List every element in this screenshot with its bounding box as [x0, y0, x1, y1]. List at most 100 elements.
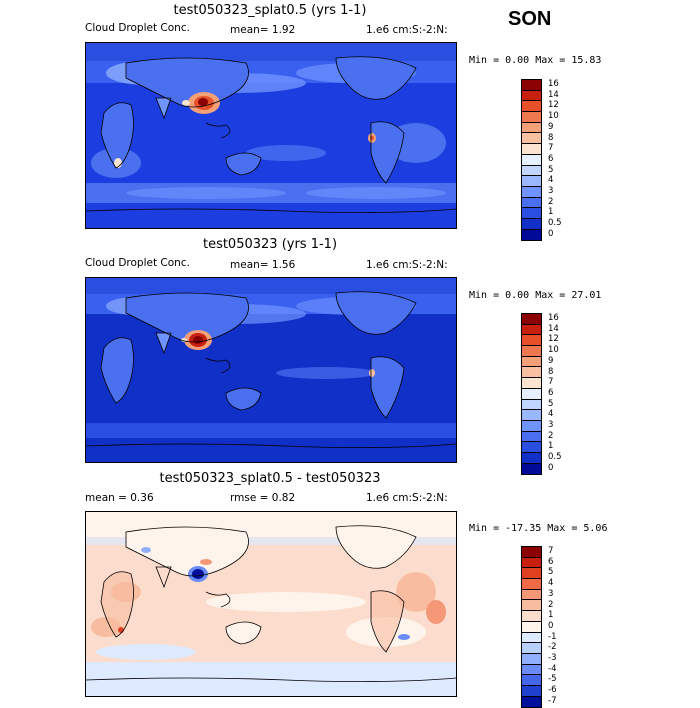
colorbar-tick-label: 4 [548, 578, 554, 589]
colorbar-tick-label: 7 [548, 546, 554, 556]
colorbar-swatch [522, 399, 541, 411]
colorbar-tick-label: 0 [548, 620, 554, 631]
colorbar-tick-label: 16 [548, 79, 559, 89]
colorbar-swatch [522, 133, 541, 145]
colorbar-swatch [522, 452, 541, 464]
colorbar-swatch [522, 367, 541, 379]
colorbar-swatch [522, 589, 541, 601]
colorbar-swatch [522, 621, 541, 633]
colorbar-swatch [522, 600, 541, 612]
colorbar-swatch [522, 410, 541, 421]
colorbar-swatch [522, 378, 541, 389]
colorbar-swatch [522, 442, 541, 453]
colorbar-swatch [522, 176, 541, 187]
panel-2-variable-label: Cloud Droplet Conc. [85, 257, 190, 269]
colorbar-tick-label: 5 [548, 567, 554, 578]
colorbar-tick-label: 10 [548, 345, 559, 356]
colorbar-swatch [522, 356, 541, 368]
colorbar-swatch [522, 112, 541, 123]
panel-2-minmax: Min = 0.00 Max = 27.01 [469, 290, 602, 301]
panel-3-map [85, 511, 457, 697]
colorbar-tick-label: 7 [548, 377, 554, 388]
colorbar-swatch [522, 122, 541, 134]
colorbar-swatch [522, 463, 541, 475]
colorbar-swatch [522, 388, 541, 400]
colorbar-tick-label: 1 [548, 441, 554, 452]
colorbar-tick-label: -3 [548, 653, 557, 663]
colorbar-tick-label: 10 [548, 111, 559, 122]
panel-3-rmse-label: rmse = 0.82 [230, 492, 296, 504]
colorbar-swatch [522, 653, 541, 665]
colorbar-tick-label: 6 [548, 153, 554, 164]
panel-3-colorbar [521, 546, 542, 708]
colorbar-tick-label: 12 [548, 100, 559, 111]
colorbar-swatch [522, 335, 541, 347]
panel-2-mean-label: mean= 1.56 [230, 259, 296, 271]
colorbar-tick-label: 9 [548, 121, 554, 132]
colorbar-tick-label: 0.5 [548, 218, 562, 229]
panel-1-minmax: Min = 0.00 Max = 15.83 [469, 55, 602, 66]
panel-1-map [85, 42, 457, 229]
colorbar-swatch [522, 557, 541, 569]
colorbar-tick-label: 8 [548, 132, 554, 143]
colorbar-swatch [522, 324, 541, 336]
colorbar-tick-label: 6 [548, 556, 554, 567]
colorbar-swatch [522, 643, 541, 654]
colorbar-tick-label: -4 [548, 663, 557, 674]
panel-2-map [85, 277, 457, 463]
colorbar-tick-label: -1 [548, 631, 557, 642]
colorbar-swatch [522, 80, 541, 91]
colorbar-swatch [522, 685, 541, 697]
colorbar-swatch [522, 611, 541, 622]
colorbar-tick-label: 6 [548, 387, 554, 398]
season-label: SON [508, 8, 552, 30]
colorbar-swatch [522, 101, 541, 113]
colorbar-tick-label: 4 [548, 175, 554, 186]
colorbar-tick-label: 14 [548, 323, 559, 334]
panel-1-units-label: 1.e6 cm:S:-2:N: [366, 24, 448, 36]
colorbar-swatch [522, 664, 541, 676]
colorbar-swatch [522, 568, 541, 580]
colorbar-swatch [522, 144, 541, 155]
panel-2-colorbar [521, 313, 542, 476]
colorbar-swatch [522, 547, 541, 558]
colorbar-tick-label: 8 [548, 366, 554, 377]
colorbar-tick-label: -5 [548, 674, 557, 685]
colorbar-tick-label: -6 [548, 685, 557, 696]
panel-1-mean-label: mean= 1.92 [230, 24, 296, 36]
panel-3-units-label: 1.e6 cm:S:-2:N: [366, 492, 448, 504]
colorbar-tick-label: 0 [548, 228, 554, 239]
colorbar-swatch [522, 197, 541, 209]
colorbar-swatch [522, 632, 541, 644]
colorbar-tick-label: 3 [548, 588, 554, 599]
colorbar-tick-label: 14 [548, 89, 559, 100]
panel-1-colorbar [521, 79, 542, 242]
colorbar-swatch [522, 579, 541, 590]
colorbar-swatch [522, 420, 541, 432]
colorbar-tick-label: 2 [548, 430, 554, 441]
colorbar-tick-label: 4 [548, 409, 554, 420]
colorbar-swatch [522, 431, 541, 443]
colorbar-tick-label: 0 [548, 462, 554, 473]
panel-2-title: test050323 (yrs 1-1) [202, 237, 338, 252]
colorbar-tick-label: 3 [548, 186, 554, 196]
colorbar-tick-label: 9 [548, 355, 554, 366]
colorbar-tick-label: 1 [548, 610, 554, 621]
colorbar-tick-label: -2 [548, 642, 557, 653]
colorbar-tick-label: 2 [548, 599, 554, 610]
colorbar-tick-label: 5 [548, 398, 554, 409]
colorbar-tick-label: 0.5 [548, 452, 562, 463]
colorbar-tick-label: 12 [548, 334, 559, 345]
panel-3-mean-label: mean = 0.36 [85, 492, 154, 504]
colorbar-swatch [522, 90, 541, 102]
colorbar-swatch [522, 154, 541, 166]
panel-1-title: test050323_splat0.5 (yrs 1-1) [173, 3, 367, 18]
colorbar-swatch [522, 675, 541, 686]
colorbar-swatch [522, 696, 541, 708]
colorbar-swatch [522, 186, 541, 198]
panel-2-units-label: 1.e6 cm:S:-2:N: [366, 259, 448, 271]
colorbar-tick-label: -7 [548, 695, 557, 706]
colorbar-tick-label: 2 [548, 196, 554, 207]
colorbar-tick-label: 16 [548, 313, 559, 323]
colorbar-swatch [522, 346, 541, 357]
